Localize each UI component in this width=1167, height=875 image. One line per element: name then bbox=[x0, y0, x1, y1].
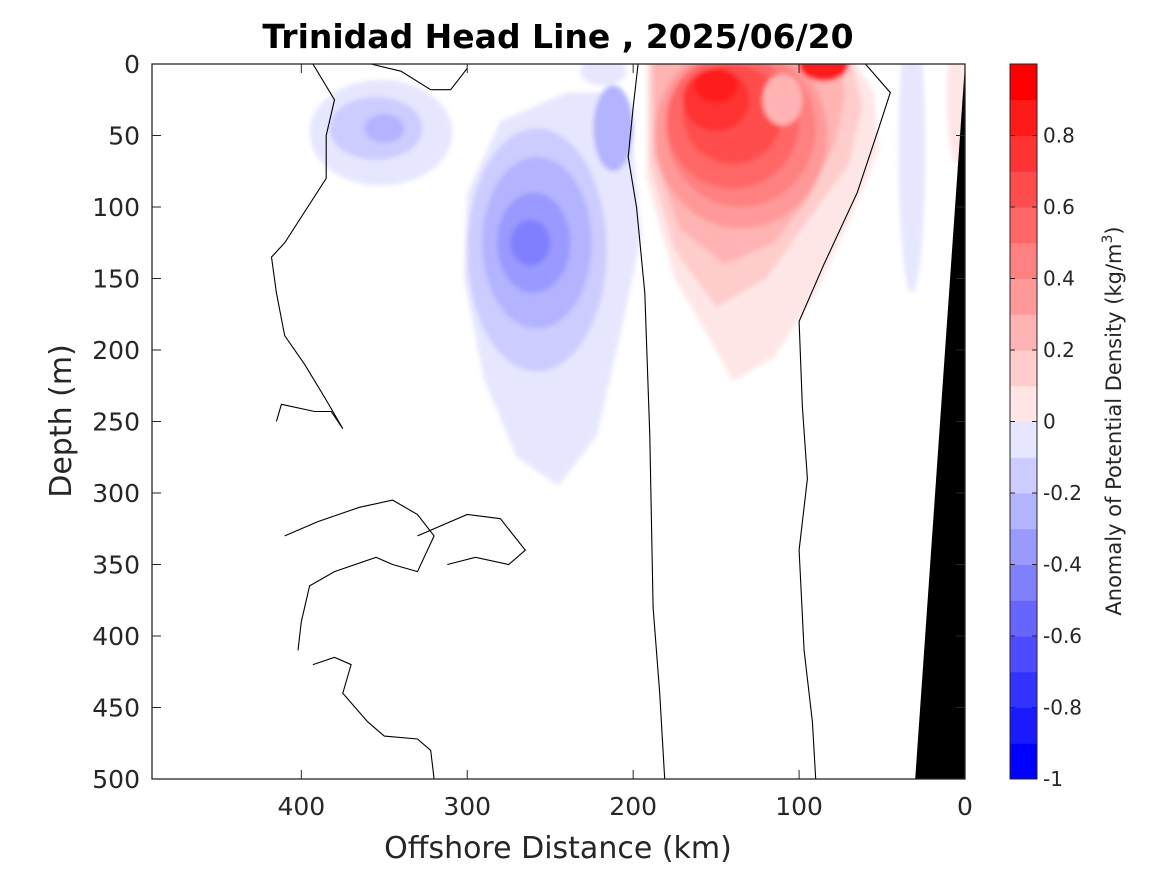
colorbar-band bbox=[1010, 99, 1037, 136]
colorbar-band bbox=[1010, 743, 1037, 780]
colorbar-band bbox=[1010, 600, 1037, 637]
colorbar-band bbox=[1010, 421, 1037, 458]
colorbar-tick-label: -1 bbox=[1043, 767, 1063, 791]
y-tick-label: 50 bbox=[108, 122, 140, 151]
zero-contour-main-east bbox=[798, 64, 891, 779]
colorbar-band bbox=[1010, 171, 1037, 208]
colorbar-band bbox=[1010, 528, 1037, 565]
x-tick-label: 400 bbox=[277, 792, 325, 821]
y-tick-label: 200 bbox=[92, 336, 140, 365]
colorbar-tick-label: -0.2 bbox=[1043, 481, 1082, 505]
y-tick-label: 450 bbox=[92, 694, 140, 723]
colorbar-band bbox=[1010, 350, 1037, 387]
zero-contour-offshore-shallow bbox=[370, 64, 468, 91]
y-tick-label: 0 bbox=[124, 50, 140, 79]
colorbar-tick-label: 0.8 bbox=[1043, 124, 1075, 148]
bathymetry-mask bbox=[915, 64, 965, 779]
negative-anomaly-level-0.5 bbox=[510, 219, 551, 266]
colorbar-band bbox=[1010, 493, 1037, 530]
colorbar-band bbox=[1010, 671, 1037, 708]
negative-anomaly-nearshore-band bbox=[898, 64, 926, 293]
y-tick-label: 500 bbox=[92, 765, 140, 794]
zero-contour-main-west bbox=[627, 64, 666, 779]
y-tick-label: 350 bbox=[92, 551, 140, 580]
y-tick-label: 250 bbox=[92, 408, 140, 437]
y-tick-label: 100 bbox=[92, 193, 140, 222]
colorbar-band bbox=[1010, 707, 1037, 744]
colorbar-band bbox=[1010, 314, 1037, 351]
x-tick-label: 100 bbox=[775, 792, 823, 821]
colorbar-tick-label: -0.6 bbox=[1043, 624, 1082, 648]
negative-anomaly-mid-patch bbox=[593, 85, 634, 172]
colorbar-tick-label: 0.2 bbox=[1043, 338, 1075, 362]
colorbar-tick-label: 0.6 bbox=[1043, 195, 1075, 219]
x-axis: 400 300 200 100 0 bbox=[277, 64, 973, 821]
colorbar-tick-label: 0.4 bbox=[1043, 267, 1075, 291]
zero-contour-offshore-north bbox=[270, 64, 344, 430]
colorbar-tick-label: -0.8 bbox=[1043, 696, 1082, 720]
zero-contour-deep-west bbox=[284, 499, 435, 651]
y-tick-label: 300 bbox=[92, 479, 140, 508]
colorbar-label: Anomaly of Potential Density (kg/m3) bbox=[1100, 226, 1126, 615]
x-tick-label: 0 bbox=[957, 792, 973, 821]
colorbar: 0.8 0.6 0.4 0.2 0 -0.2 -0.4 -0.6 -0.8 -1 Anomaly … bbox=[1009, 63, 1126, 791]
plot-area: 400 300 200 100 0 0 50 100 150 200 250 300 350 400 45… bbox=[92, 50, 973, 821]
negative-anomaly-shallow-level-0.3 bbox=[364, 114, 405, 143]
zero-contour-lines bbox=[270, 64, 891, 779]
colorbar-band bbox=[1010, 457, 1037, 494]
positive-anomaly-surface-core bbox=[799, 64, 849, 82]
colorbar-band bbox=[1010, 207, 1037, 244]
contour-fills bbox=[270, 64, 965, 779]
colorbar-tick-label: -0.4 bbox=[1043, 553, 1082, 577]
zero-contour-deep-south bbox=[312, 656, 435, 779]
y-axis-label: Depth (m) bbox=[44, 344, 79, 498]
positive-anomaly-level-0.9 bbox=[694, 68, 738, 103]
colorbar-tick-label: 0 bbox=[1043, 410, 1056, 434]
y-tick-label: 400 bbox=[92, 622, 140, 651]
positive-anomaly-small-patch bbox=[762, 74, 803, 126]
colorbar-band bbox=[1010, 564, 1037, 601]
colorbar-band bbox=[1010, 385, 1037, 422]
chart-title: Trinidad Head Line , 2025/06/20 bbox=[262, 17, 853, 56]
colorbar-band bbox=[1010, 278, 1037, 315]
y-axis: 0 50 100 150 200 250 300 350 400 450 500 bbox=[92, 50, 965, 794]
colorbar-band bbox=[1010, 636, 1037, 673]
zero-contour-eddy bbox=[417, 513, 527, 566]
colorbar-band bbox=[1010, 135, 1037, 172]
x-axis-label: Offshore Distance (km) bbox=[384, 831, 732, 866]
x-tick-label: 200 bbox=[609, 792, 657, 821]
y-tick-label: 150 bbox=[92, 265, 140, 294]
colorbar-band bbox=[1010, 242, 1037, 279]
colorbar-band bbox=[1010, 64, 1037, 101]
x-tick-label: 300 bbox=[443, 792, 491, 821]
negative-anomaly-surface-patch bbox=[580, 64, 627, 86]
